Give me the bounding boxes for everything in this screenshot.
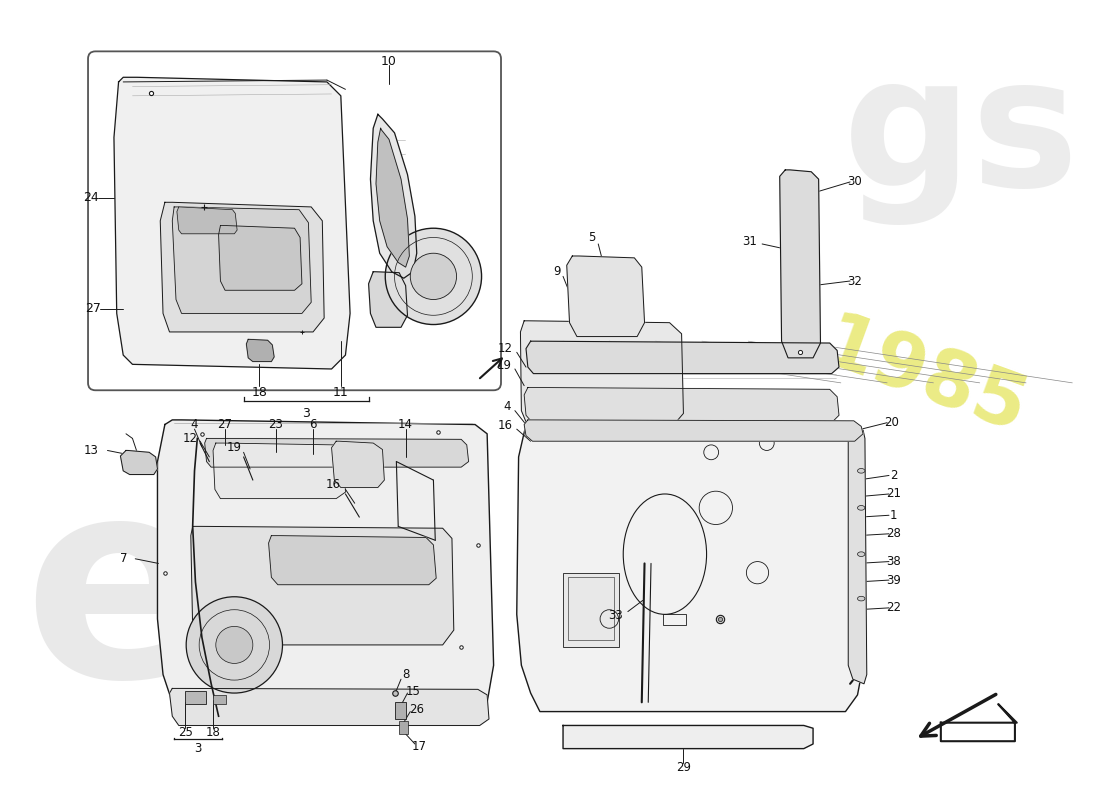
Text: 2: 2 [890,469,898,482]
Polygon shape [368,272,407,327]
Text: 13: 13 [84,444,98,457]
Polygon shape [566,256,645,337]
Text: 12: 12 [183,432,197,445]
Polygon shape [331,441,384,487]
Polygon shape [120,450,157,474]
Text: 7: 7 [120,552,128,566]
Polygon shape [114,78,350,369]
Text: 39: 39 [887,574,901,586]
Bar [185,691,206,704]
Polygon shape [376,128,409,267]
Text: 1: 1 [890,509,898,522]
Polygon shape [526,341,839,374]
Text: 32: 32 [847,274,862,287]
Text: 38: 38 [887,555,901,568]
Polygon shape [161,202,324,332]
Polygon shape [371,114,417,278]
Polygon shape [173,207,311,314]
Polygon shape [268,536,437,585]
Text: 9: 9 [553,266,561,278]
Text: 3: 3 [301,407,309,420]
Text: 1985: 1985 [812,307,1036,450]
Text: 19: 19 [496,358,512,372]
Text: 4: 4 [190,418,198,431]
Polygon shape [157,420,494,716]
Circle shape [186,597,283,693]
Polygon shape [563,726,813,749]
Polygon shape [525,387,839,422]
Polygon shape [246,339,274,362]
Text: 23: 23 [268,418,284,431]
Circle shape [385,228,482,325]
Text: 16: 16 [326,478,341,491]
Text: 30: 30 [847,175,862,189]
Polygon shape [177,207,238,234]
Polygon shape [190,526,454,645]
Text: 5: 5 [588,231,595,244]
Bar [663,614,686,626]
Text: 33: 33 [608,609,624,622]
Polygon shape [780,170,821,358]
Ellipse shape [858,596,865,601]
Polygon shape [517,420,864,711]
Text: 3: 3 [195,742,202,755]
Text: 18: 18 [252,386,267,398]
Polygon shape [848,429,867,684]
Text: 31: 31 [742,234,758,248]
Text: 18: 18 [206,726,220,739]
Polygon shape [520,321,683,426]
Circle shape [216,626,253,663]
Text: 11: 11 [333,386,349,398]
Polygon shape [213,443,345,498]
Bar [399,721,408,734]
Text: 6: 6 [309,418,317,431]
Text: 28: 28 [887,527,901,540]
Text: 10: 10 [381,55,397,68]
Polygon shape [205,438,469,467]
Ellipse shape [858,506,865,510]
Text: eu: eu [23,466,409,735]
Text: 20: 20 [884,416,899,429]
Polygon shape [219,226,301,290]
Bar [563,573,618,646]
Bar [395,702,406,719]
Bar [568,578,614,640]
Text: 21: 21 [887,487,901,501]
Text: 15: 15 [406,685,420,698]
Text: 29: 29 [675,761,691,774]
Text: 27: 27 [85,302,100,315]
Text: 16: 16 [498,419,513,432]
Text: 27: 27 [218,418,232,431]
Bar [213,695,226,704]
Text: 22: 22 [887,602,901,614]
Text: 14: 14 [398,418,414,431]
Text: 25: 25 [178,726,192,739]
Text: 17: 17 [412,740,427,754]
Text: 4: 4 [504,401,512,414]
Polygon shape [169,689,490,726]
FancyBboxPatch shape [88,51,500,390]
Text: 19: 19 [227,441,242,454]
Text: 24: 24 [82,191,99,204]
Text: a passion for parts: a passion for parts [214,630,448,702]
Text: 8: 8 [402,668,409,681]
Ellipse shape [858,552,865,557]
Polygon shape [525,420,864,441]
Text: gs: gs [843,50,1079,226]
Text: 26: 26 [409,703,425,716]
Ellipse shape [858,469,865,473]
Circle shape [410,254,456,299]
Text: 12: 12 [498,342,513,355]
Polygon shape [940,704,1016,742]
